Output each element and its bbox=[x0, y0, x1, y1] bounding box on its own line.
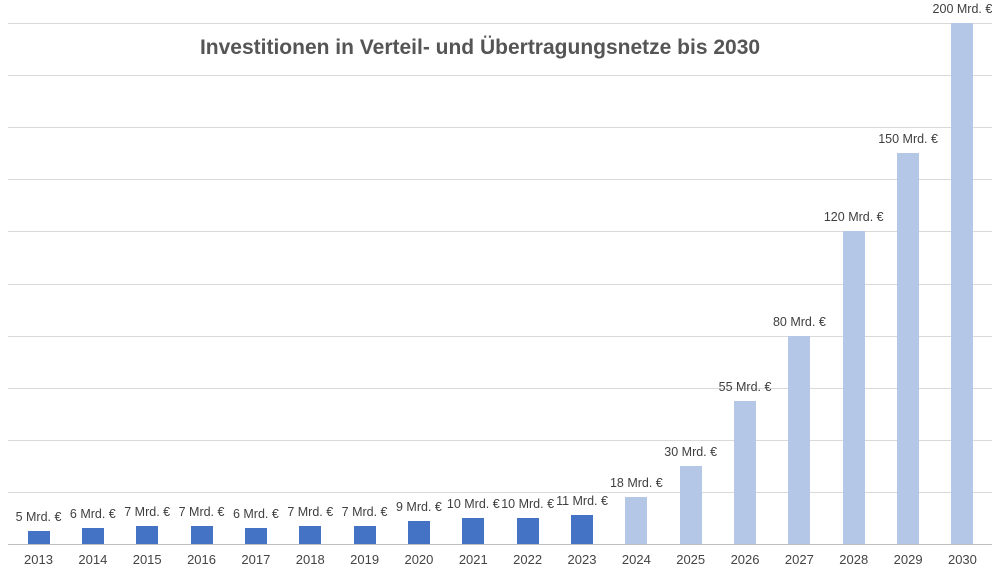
value-label-2019: 7 Mrd. € bbox=[341, 504, 388, 519]
value-label-2023: 11 Mrd. € bbox=[556, 494, 608, 509]
value-label-2026: 55 Mrd. € bbox=[718, 379, 772, 394]
gridline-20 bbox=[8, 491, 992, 493]
value-label-2018: 7 Mrd. € bbox=[287, 504, 334, 519]
value-label-2021: 10 Mrd. € bbox=[446, 496, 500, 511]
bar-2018 bbox=[299, 525, 322, 544]
bar-2020 bbox=[407, 520, 430, 544]
x-axis-label-2018: 2018 bbox=[295, 552, 325, 567]
bar-2025 bbox=[679, 465, 702, 544]
bar-2028 bbox=[842, 231, 865, 544]
value-label-2015: 7 Mrd. € bbox=[124, 504, 171, 519]
value-label-2013: 5 Mrd. € bbox=[15, 509, 62, 524]
value-label-2024: 18 Mrd. € bbox=[609, 476, 663, 491]
value-label-2025: 30 Mrd. € bbox=[664, 444, 718, 459]
value-label-2022: 10 Mrd. € bbox=[501, 496, 555, 511]
bar-2016 bbox=[190, 525, 213, 544]
value-label-2017: 6 Mrd. € bbox=[232, 507, 279, 522]
gridline-160 bbox=[8, 127, 992, 129]
bar-2019 bbox=[353, 525, 376, 544]
bar-2017 bbox=[244, 528, 267, 544]
x-axis-label-2027: 2027 bbox=[784, 552, 814, 567]
gridline-60 bbox=[8, 387, 992, 389]
bar-2024 bbox=[625, 497, 648, 544]
x-axis-label-2016: 2016 bbox=[187, 552, 216, 567]
gridline-80 bbox=[8, 335, 992, 337]
gridline-40 bbox=[8, 439, 992, 441]
bar-2029 bbox=[897, 153, 920, 544]
bar-2027 bbox=[788, 335, 811, 544]
x-axis-label-2017: 2017 bbox=[241, 552, 271, 567]
value-label-2029: 150 Mrd. € bbox=[878, 132, 938, 147]
x-axis-label-2013: 2013 bbox=[24, 552, 53, 567]
x-axis-label-2029: 2029 bbox=[893, 552, 923, 567]
gridline-100 bbox=[8, 283, 992, 285]
value-label-2027: 80 Mrd. € bbox=[772, 314, 826, 329]
bar-2030 bbox=[951, 23, 974, 544]
bar-2014 bbox=[81, 528, 104, 544]
x-axis-label-2024: 2024 bbox=[621, 552, 651, 567]
gridline-140 bbox=[8, 179, 992, 181]
x-axis-label-2030: 2030 bbox=[947, 552, 977, 567]
x-axis-label-2022: 2022 bbox=[513, 552, 543, 567]
x-axis-label-2023: 2023 bbox=[567, 552, 597, 567]
bar-2013 bbox=[27, 530, 50, 544]
bar-2015 bbox=[136, 525, 159, 544]
value-label-2016: 7 Mrd. € bbox=[178, 504, 225, 519]
value-label-2014: 6 Mrd. € bbox=[69, 507, 116, 522]
gridline-120 bbox=[8, 231, 992, 233]
x-axis-label-2026: 2026 bbox=[730, 552, 760, 567]
x-axis-label-2028: 2028 bbox=[839, 552, 869, 567]
bar-2026 bbox=[734, 400, 757, 544]
gridline-180 bbox=[8, 75, 992, 77]
x-axis-label-2019: 2019 bbox=[350, 552, 380, 567]
chart-title: Investitionen in Verteil- und Übertragun… bbox=[199, 36, 761, 59]
gridline-200 bbox=[8, 23, 992, 24]
bar-2021 bbox=[462, 517, 485, 544]
x-axis-label-2014: 2014 bbox=[78, 552, 108, 567]
bar-2022 bbox=[516, 517, 539, 544]
x-axis-label-2015: 2015 bbox=[132, 552, 162, 567]
x-axis-label-2025: 2025 bbox=[676, 552, 706, 567]
value-label-2020: 9 Mrd. € bbox=[396, 499, 442, 514]
value-label-2030: 200 Mrd. € bbox=[932, 2, 993, 16]
value-label-2028: 120 Mrd. € bbox=[823, 210, 884, 225]
x-axis-line bbox=[8, 544, 992, 545]
x-axis-label-2020: 2020 bbox=[404, 552, 434, 567]
x-axis-label-2021: 2021 bbox=[458, 552, 488, 567]
bar-2023 bbox=[571, 515, 593, 544]
